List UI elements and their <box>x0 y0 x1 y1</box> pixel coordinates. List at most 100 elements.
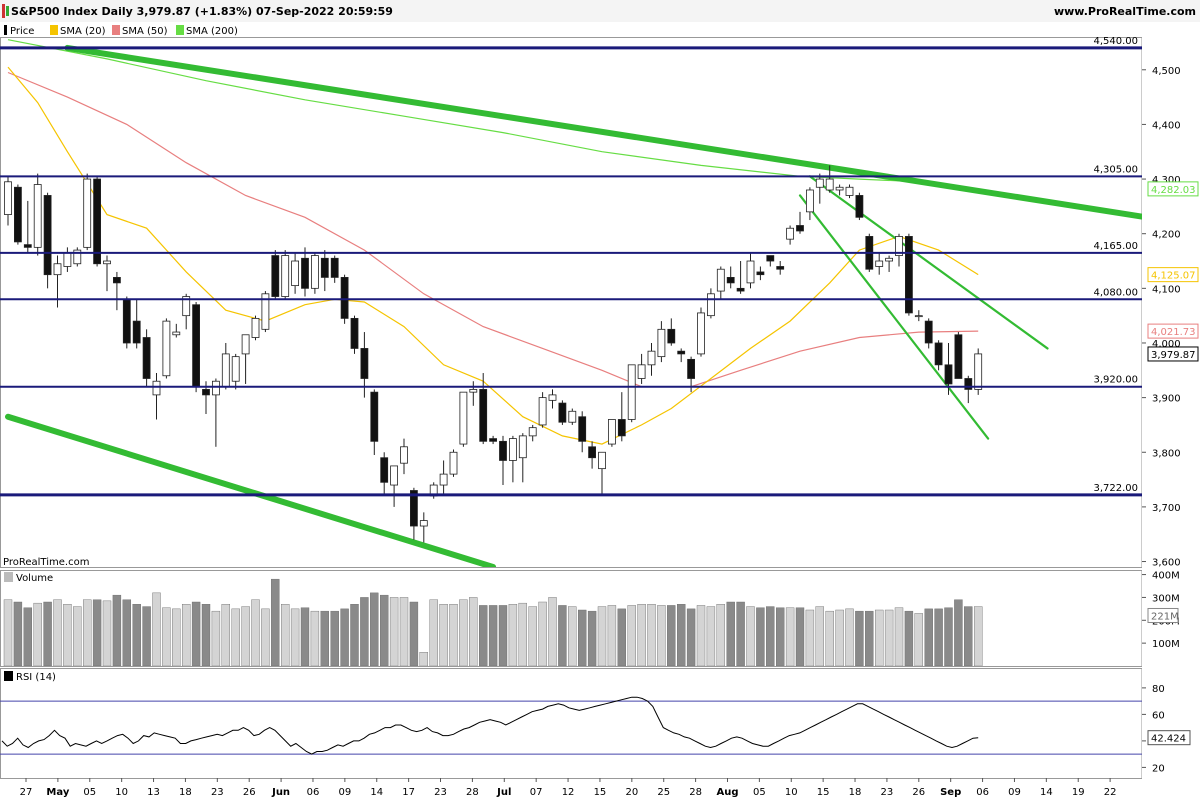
candle[interactable] <box>895 233 903 267</box>
candle[interactable] <box>172 323 181 338</box>
candle[interactable] <box>469 381 478 406</box>
candle[interactable] <box>449 449 458 477</box>
price-panel[interactable]: 4,540.00 4,305.00 4,165.00 4,080.00 3,920.00… <box>0 36 1147 568</box>
candle[interactable] <box>370 389 379 455</box>
candle[interactable] <box>518 433 527 483</box>
candle[interactable] <box>736 261 745 294</box>
candle[interactable] <box>875 252 884 275</box>
candle[interactable] <box>251 315 260 341</box>
candle[interactable] <box>301 247 309 297</box>
candle[interactable] <box>924 318 933 349</box>
candle[interactable] <box>548 389 557 409</box>
candle[interactable] <box>162 318 171 379</box>
candle[interactable] <box>43 192 52 289</box>
candle[interactable] <box>608 419 616 447</box>
price-axis[interactable]: 4,500 4,400 4,300 4,200 4,100 4,000 3,900 3,800… <box>1142 22 1200 800</box>
candle[interactable] <box>330 255 339 283</box>
candle[interactable] <box>934 340 943 371</box>
candle[interactable] <box>617 392 626 442</box>
candle[interactable] <box>360 332 369 398</box>
candle[interactable] <box>796 211 804 234</box>
candle[interactable] <box>667 318 676 346</box>
candle[interactable] <box>93 176 101 267</box>
candle[interactable] <box>281 250 290 300</box>
candle[interactable] <box>766 255 775 267</box>
candle[interactable] <box>845 184 854 199</box>
candle[interactable] <box>558 400 567 425</box>
candle[interactable] <box>103 255 111 292</box>
candle[interactable] <box>855 192 864 221</box>
candle[interactable] <box>885 255 893 272</box>
candle[interactable] <box>132 299 141 349</box>
candle[interactable] <box>716 266 725 300</box>
candle[interactable] <box>538 392 547 428</box>
candle[interactable] <box>528 424 537 442</box>
candle[interactable] <box>291 252 300 294</box>
candle[interactable] <box>241 334 250 384</box>
candle[interactable] <box>677 348 686 363</box>
candle[interactable] <box>211 378 220 447</box>
candle[interactable] <box>152 373 161 420</box>
candle[interactable] <box>390 465 399 507</box>
candle[interactable] <box>459 391 468 447</box>
sma200-legend[interactable]: SMA (200) <box>176 25 238 37</box>
candle[interactable] <box>786 225 794 245</box>
candle[interactable] <box>409 487 418 540</box>
candle[interactable] <box>746 252 755 289</box>
date-axis[interactable]: 27 May 05 10 13 18 23 26 Jun 06 09 14 17 23 28 Jul 07 12 1… <box>20 778 1117 798</box>
candle[interactable] <box>73 247 82 267</box>
candle[interactable] <box>756 266 765 281</box>
volume-panel[interactable]: Volume <box>0 570 1143 667</box>
candle[interactable] <box>637 353 646 384</box>
candle[interactable] <box>598 451 606 496</box>
candle[interactable] <box>914 310 923 322</box>
candle[interactable] <box>647 342 656 376</box>
candle[interactable] <box>142 329 151 387</box>
sma50-legend[interactable]: SMA (50) <box>112 25 168 37</box>
candle[interactable] <box>499 435 507 486</box>
candle[interactable] <box>380 452 389 496</box>
candle[interactable] <box>4 176 12 226</box>
candle[interactable] <box>221 342 230 390</box>
candle[interactable] <box>439 460 448 496</box>
candle[interactable] <box>835 184 844 196</box>
candle[interactable] <box>310 252 319 294</box>
site-link[interactable]: www.ProRealTime.com <box>1054 5 1196 18</box>
candle[interactable] <box>825 165 834 193</box>
candle[interactable] <box>508 435 517 483</box>
candle[interactable] <box>271 250 280 300</box>
candle[interactable] <box>815 173 824 204</box>
candle[interactable] <box>400 438 408 475</box>
candle[interactable] <box>33 173 42 256</box>
candle[interactable] <box>113 271 121 311</box>
candle[interactable] <box>261 291 270 333</box>
candle[interactable] <box>588 441 596 469</box>
candle[interactable] <box>192 302 201 393</box>
candle[interactable] <box>23 200 32 253</box>
rsi-panel[interactable]: RSI (14) <box>0 668 1143 779</box>
candle[interactable] <box>419 512 428 543</box>
candle[interactable] <box>707 288 715 319</box>
candle[interactable] <box>806 187 814 221</box>
candle[interactable] <box>964 375 973 404</box>
candle[interactable] <box>974 348 983 395</box>
price-legend[interactable]: Price <box>4 25 34 37</box>
candle[interactable] <box>954 332 963 379</box>
candle[interactable] <box>122 296 131 349</box>
candle[interactable] <box>657 321 666 363</box>
candle[interactable] <box>697 307 705 357</box>
candle[interactable] <box>905 233 913 316</box>
candle[interactable] <box>13 184 22 245</box>
candle[interactable] <box>776 261 785 275</box>
candle[interactable] <box>726 266 735 289</box>
candle[interactable] <box>350 315 359 354</box>
candle[interactable] <box>63 247 72 272</box>
candle[interactable] <box>568 408 577 425</box>
candle[interactable] <box>489 435 498 445</box>
candle[interactable] <box>479 373 488 445</box>
chart-menu-icon[interactable] <box>2 4 9 18</box>
candle[interactable] <box>231 353 240 390</box>
candle[interactable] <box>627 364 636 423</box>
sma20-legend[interactable]: SMA (20) <box>50 25 106 37</box>
candle[interactable] <box>578 411 587 453</box>
